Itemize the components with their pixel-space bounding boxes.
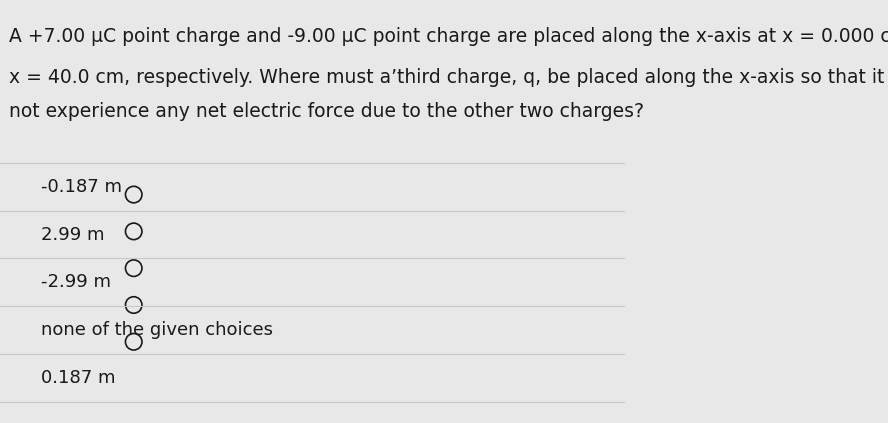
Text: 2.99 m: 2.99 m xyxy=(41,225,104,244)
Text: x = 40.0 cm, respectively. Where must a’third charge, q, be placed along the x-a: x = 40.0 cm, respectively. Where must a’… xyxy=(10,68,888,87)
Text: not experience any net electric force due to the other two charges?: not experience any net electric force du… xyxy=(10,102,645,121)
Text: none of the given choices: none of the given choices xyxy=(41,321,273,339)
Text: -2.99 m: -2.99 m xyxy=(41,273,111,291)
Text: A +7.00 μC point charge and -9.00 μC point charge are placed along the x-axis at: A +7.00 μC point charge and -9.00 μC poi… xyxy=(10,27,888,47)
Text: 0.187 m: 0.187 m xyxy=(41,369,115,387)
Text: -0.187 m: -0.187 m xyxy=(41,178,122,196)
